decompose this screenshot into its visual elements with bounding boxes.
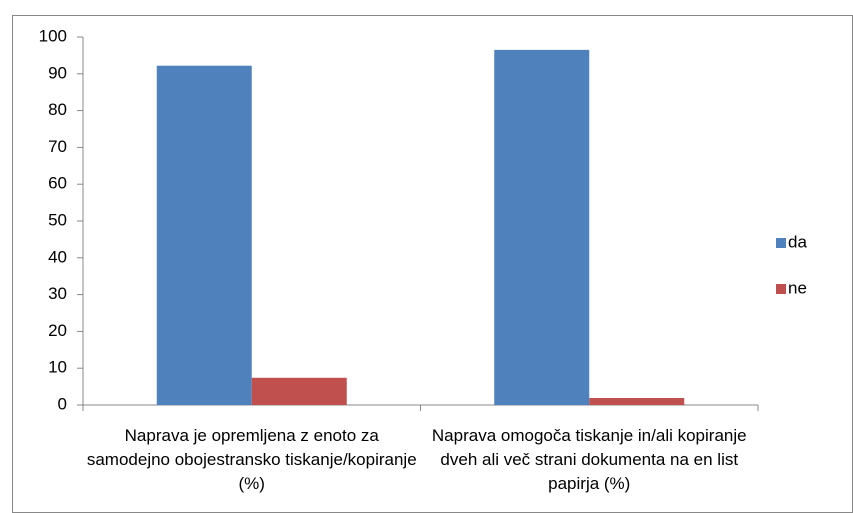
y-tick-label: 90 <box>48 63 67 82</box>
bar <box>589 398 685 405</box>
bar <box>494 49 590 405</box>
legend-label: ne <box>788 278 807 297</box>
y-tick-label: 80 <box>48 100 67 119</box>
legend-swatch <box>776 284 786 294</box>
y-tick-label: 100 <box>39 26 67 45</box>
y-tick-label: 70 <box>48 137 67 156</box>
legend-swatch <box>776 238 786 248</box>
bar <box>156 65 252 405</box>
legend-label: da <box>788 232 807 251</box>
x-tick-label: Naprava omogoča tiskanje in/ali kopiranj… <box>431 426 747 493</box>
chart-border <box>12 15 853 513</box>
y-tick-label: 10 <box>48 358 67 377</box>
y-tick-label: 20 <box>48 321 67 340</box>
y-tick-label: 40 <box>48 247 67 266</box>
x-tick-label: Naprava je opremljena z enoto za samodej… <box>86 426 417 493</box>
y-tick-label: 30 <box>48 284 67 303</box>
y-tick-label: 60 <box>48 174 67 193</box>
bar <box>251 377 347 405</box>
y-tick-label: 0 <box>58 394 67 413</box>
y-tick-label: 50 <box>48 210 67 229</box>
